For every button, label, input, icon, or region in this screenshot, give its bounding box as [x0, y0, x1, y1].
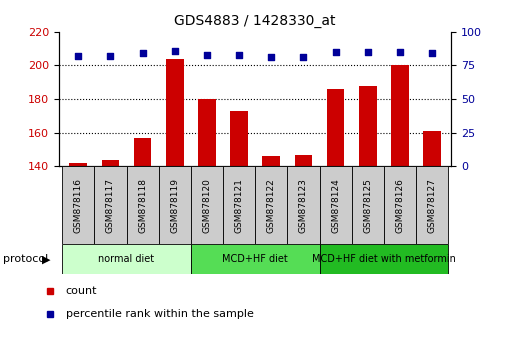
Bar	[62, 166, 94, 244]
Text: MCD+HF diet: MCD+HF diet	[222, 254, 288, 264]
Bar	[352, 166, 384, 244]
Text: count: count	[66, 286, 97, 296]
Point	[171, 48, 179, 53]
Bar	[294, 155, 312, 166]
Point	[364, 49, 372, 55]
Bar	[230, 111, 248, 166]
Text: GSM878119: GSM878119	[170, 178, 180, 233]
Text: ▶: ▶	[42, 254, 50, 264]
Bar	[127, 166, 159, 244]
Bar	[198, 99, 216, 166]
Text: GSM878126: GSM878126	[396, 178, 404, 233]
Bar	[255, 166, 287, 244]
Bar	[423, 131, 441, 166]
Title: GDS4883 / 1428330_at: GDS4883 / 1428330_at	[174, 14, 336, 28]
Bar	[62, 244, 191, 274]
Bar	[320, 244, 448, 274]
Bar	[102, 160, 120, 166]
Text: GSM878117: GSM878117	[106, 178, 115, 233]
Point	[74, 53, 83, 59]
Text: protocol: protocol	[3, 254, 48, 264]
Bar	[159, 166, 191, 244]
Bar	[94, 166, 127, 244]
Text: normal diet: normal diet	[98, 254, 154, 264]
Text: percentile rank within the sample: percentile rank within the sample	[66, 309, 254, 319]
Text: GSM878123: GSM878123	[299, 178, 308, 233]
Point	[300, 55, 308, 60]
Bar	[191, 244, 320, 274]
Text: GSM878122: GSM878122	[267, 178, 276, 233]
Bar	[359, 86, 377, 166]
Bar	[287, 166, 320, 244]
Bar	[223, 166, 255, 244]
Text: GSM878125: GSM878125	[363, 178, 372, 233]
Bar	[69, 163, 87, 166]
Text: GSM878127: GSM878127	[428, 178, 437, 233]
Bar	[191, 166, 223, 244]
Point	[428, 51, 436, 56]
Point	[139, 51, 147, 56]
Bar	[166, 59, 184, 166]
Bar	[391, 65, 409, 166]
Bar	[320, 166, 352, 244]
Point	[235, 52, 243, 58]
Bar	[384, 166, 416, 244]
Text: GSM878116: GSM878116	[74, 178, 83, 233]
Point	[267, 55, 275, 60]
Point	[106, 53, 114, 59]
Bar	[263, 156, 280, 166]
Bar	[416, 166, 448, 244]
Text: GSM878121: GSM878121	[234, 178, 244, 233]
Bar	[134, 138, 151, 166]
Text: GSM878120: GSM878120	[203, 178, 211, 233]
Point	[203, 52, 211, 58]
Text: GSM878118: GSM878118	[138, 178, 147, 233]
Text: GSM878124: GSM878124	[331, 178, 340, 233]
Bar	[327, 89, 345, 166]
Text: MCD+HF diet with metformin: MCD+HF diet with metformin	[312, 254, 456, 264]
Point	[396, 49, 404, 55]
Point	[331, 49, 340, 55]
